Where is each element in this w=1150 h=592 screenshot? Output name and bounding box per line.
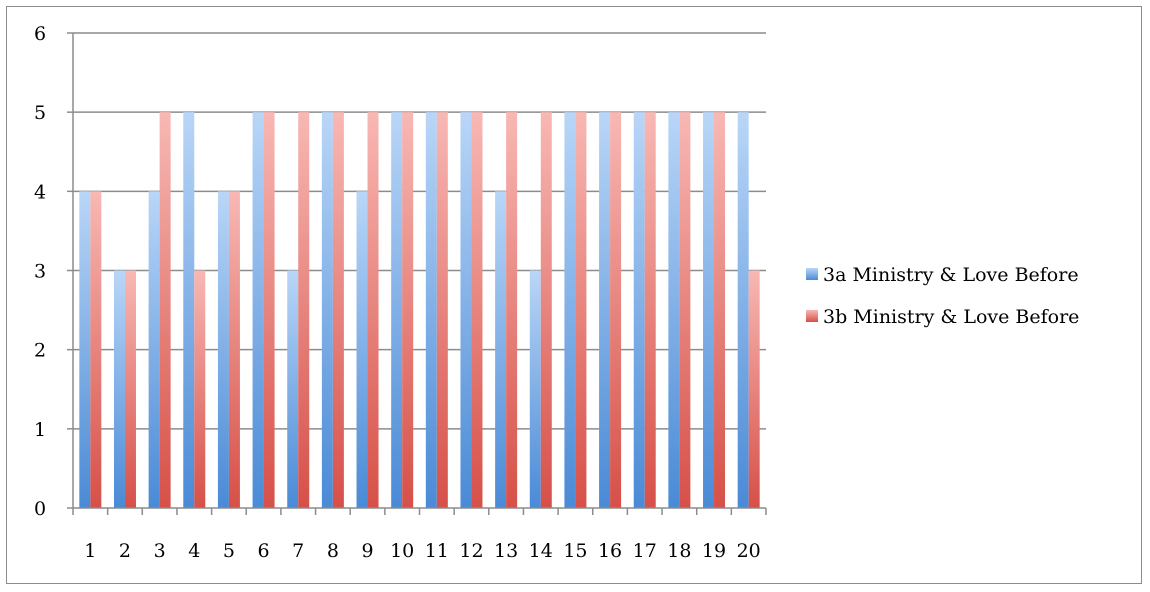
legend: 3a Ministry & Love Before 3b Ministry & L… (806, 264, 1079, 328)
bar-series2-cat4 (194, 270, 206, 508)
x-tick-label: 1 (84, 540, 96, 562)
bar-series1-cat20 (737, 112, 749, 509)
y-tick-label: 1 (34, 419, 46, 441)
x-tick-label: 11 (425, 540, 449, 562)
x-tick-label: 16 (598, 540, 622, 562)
bars-group (79, 112, 760, 509)
x-tick-label: 14 (529, 540, 553, 562)
bar-series2-cat1 (90, 191, 102, 509)
y-tick-label: 4 (34, 181, 46, 203)
x-tick-label: 2 (119, 540, 131, 562)
bar-series2-cat3 (159, 112, 171, 509)
legend-swatch-series2 (806, 310, 818, 322)
y-tick-label: 0 (34, 498, 46, 520)
bar-series1-cat8 (321, 112, 333, 509)
gridlines (73, 32, 766, 430)
bar-series1-cat19 (703, 112, 715, 509)
x-tick-label: 17 (633, 540, 657, 562)
bar-series2-cat10 (402, 112, 414, 509)
x-tick-labels: 1 2 3 4 5 6 7 8 9 10 11 12 13 14 15 16 17 18 19 20 (84, 540, 760, 562)
bar-series2-cat16 (610, 112, 622, 509)
bar-series2-cat5 (228, 191, 240, 509)
bar-series2-cat7 (298, 112, 310, 509)
bar-series1-cat4 (183, 112, 195, 509)
x-tick-label: 18 (667, 540, 691, 562)
x-tick-label: 5 (223, 540, 235, 562)
x-tick-label: 6 (258, 540, 270, 562)
x-tick-label: 19 (702, 540, 726, 562)
x-tick-label: 10 (390, 540, 414, 562)
bar-series1-cat11 (425, 112, 437, 509)
x-tick-label: 7 (292, 540, 304, 562)
bar-series1-cat7 (287, 270, 299, 508)
bar-series1-cat3 (148, 191, 160, 509)
bar-series1-cat10 (391, 112, 403, 509)
x-tick-label: 15 (563, 540, 587, 562)
x-tick-label: 3 (154, 540, 166, 562)
bar-series1-cat18 (668, 112, 680, 509)
bar-series1-cat12 (460, 112, 472, 509)
bar-series2-cat6 (263, 112, 275, 509)
x-tick-label: 4 (188, 540, 200, 562)
legend-label-series1: 3a Ministry & Love Before (823, 264, 1079, 286)
x-tick-label: 13 (494, 540, 518, 562)
bar-series2-cat18 (679, 112, 691, 509)
bar-series1-cat2 (113, 270, 125, 508)
bar-series1-cat6 (252, 112, 264, 509)
bar-series2-cat2 (124, 270, 136, 508)
bar-series1-cat14 (529, 270, 541, 508)
legend-label-series2: 3b Ministry & Love Before (823, 306, 1079, 328)
x-tick-label: 12 (459, 540, 483, 562)
bar-series2-cat13 (506, 112, 518, 509)
bar-series1-cat17 (633, 112, 645, 509)
bar-series1-cat13 (495, 191, 507, 509)
bar-series2-cat15 (575, 112, 587, 509)
bar-series2-cat9 (367, 112, 379, 509)
bar-series1-cat15 (564, 112, 576, 509)
y-tick-label: 3 (34, 261, 46, 283)
bar-series2-cat14 (540, 112, 552, 509)
bar-series1-cat5 (217, 191, 229, 509)
y-tick-labels: 0 1 2 3 4 5 6 (34, 23, 46, 520)
axes (67, 32, 767, 515)
bar-series2-cat8 (332, 112, 344, 509)
y-tick-label: 6 (34, 23, 46, 45)
x-tick-label: 9 (361, 540, 373, 562)
bar-series2-cat17 (644, 112, 656, 509)
bar-series1-cat16 (599, 112, 611, 509)
bar-series2-cat19 (714, 112, 726, 509)
bar-series2-cat12 (471, 112, 483, 509)
legend-swatch-series1 (806, 268, 818, 280)
bar-series1-cat9 (356, 191, 368, 509)
bar-series1-cat1 (79, 191, 91, 509)
bar-series2-cat11 (436, 112, 448, 509)
y-tick-label: 5 (34, 102, 46, 124)
bar-series2-cat20 (748, 270, 760, 508)
y-tick-label: 2 (34, 340, 46, 362)
x-tick-label: 8 (327, 540, 339, 562)
x-tick-label: 20 (737, 540, 761, 562)
